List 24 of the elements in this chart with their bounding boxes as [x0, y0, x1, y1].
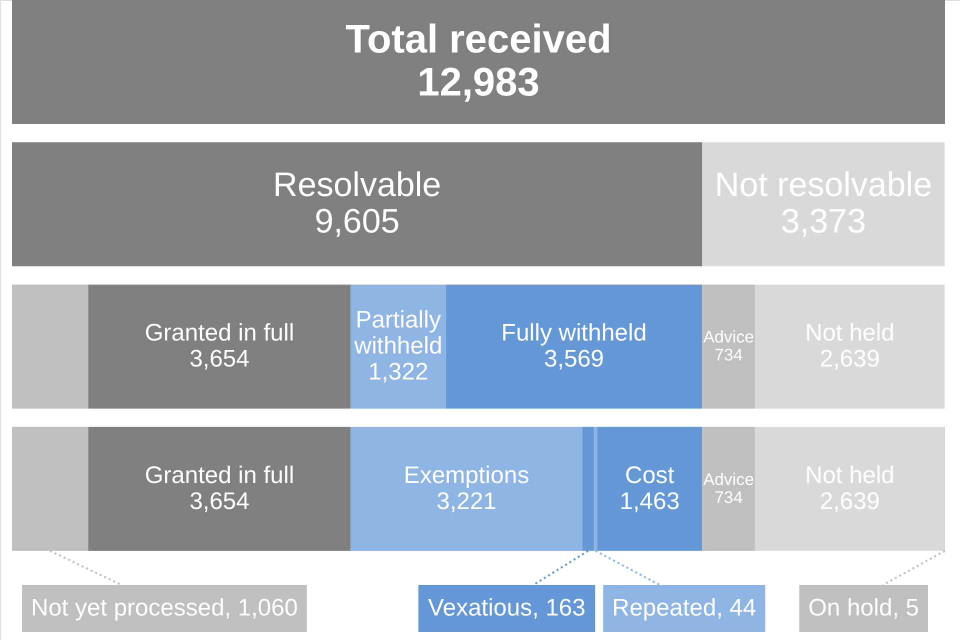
data-label: 3,221 [436, 488, 497, 515]
text: Advice [703, 470, 754, 489]
data-label: 1,463 [620, 488, 680, 515]
series-label: Total received [345, 17, 612, 62]
data-label: 3,569 [544, 346, 604, 373]
data-label: 3,654 [189, 488, 250, 515]
data-label: 12,983 [417, 60, 540, 105]
series-label: Granted in full [144, 320, 294, 347]
data-label: 734 [714, 346, 743, 365]
text: Granted in full [144, 462, 294, 489]
series-label: Resolvable [273, 166, 442, 204]
data-label: 1,322 [368, 358, 428, 386]
series-label: Partially withheld [353, 306, 442, 360]
data-label: 734 [714, 488, 743, 508]
text: Vexatious, 163 [428, 594, 586, 622]
text: Not yet processed, 1,060 [30, 594, 298, 622]
series-label: Exemptions [404, 462, 530, 489]
text: Repeated, 44 [612, 594, 756, 622]
data-label: 9,605 [314, 202, 400, 241]
series-label: Advice [703, 327, 754, 346]
series-label: Cost [625, 462, 675, 489]
text: On hold, 5 [808, 594, 920, 622]
data-label: 3,654 [189, 346, 250, 373]
series-label: Fully withheld [501, 320, 647, 347]
